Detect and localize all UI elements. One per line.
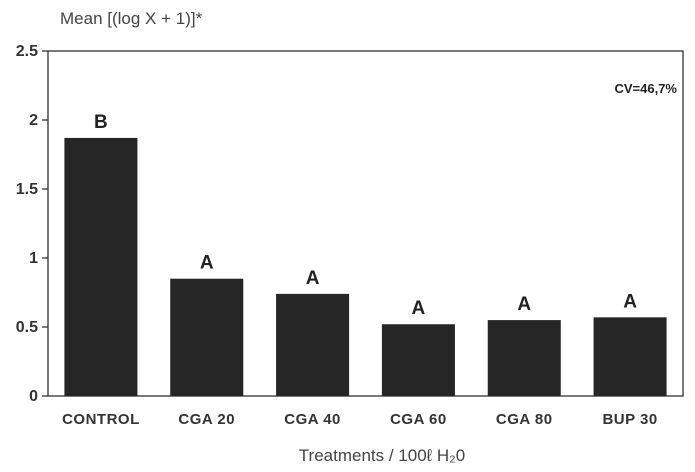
y-tick-label: 2 [29,112,38,129]
significance-letter: A [412,298,426,319]
bars-group [64,137,667,396]
bar [170,278,244,396]
y-tick-label: 0.5 [16,319,38,336]
y-tick-label: 2.5 [16,43,38,60]
x-tick-label: CGA 60 [390,411,447,428]
plot-frame [47,50,684,397]
x-axis-ticks: CONTROL CGA 20 CGA 40 CGA 60 CGA 80 BUP 30 [62,411,657,428]
x-tick-label: CGA 20 [178,411,235,428]
bar [276,293,350,396]
y-tick-label: 0 [29,388,38,405]
y-axis-ticks: 0 0.5 1 1.5 2 2.5 [16,43,48,405]
x-tick-label: CONTROL [62,411,140,428]
x-tick-label: CGA 80 [496,411,553,428]
bar [381,324,455,396]
x-tick-label: BUP 30 [602,411,657,428]
bar [64,137,138,396]
x-axis-label: Treatments / 100ℓ H₂0 [299,446,465,465]
significance-letter: B [94,112,108,133]
bar [593,317,667,396]
significance-letter: A [306,268,320,289]
y-axis-label: Mean [(log X + 1)]* [60,9,203,28]
significance-letter: A [623,291,637,312]
cv-annotation: CV=46,7% [614,81,677,96]
significance-letters: B A A A A A [94,112,637,319]
significance-letter: A [517,294,531,315]
bar [487,320,561,396]
y-tick-label: 1.5 [16,181,38,198]
y-tick-label: 1 [29,250,38,267]
x-tick-label: CGA 40 [284,411,341,428]
significance-letter: A [200,253,214,274]
